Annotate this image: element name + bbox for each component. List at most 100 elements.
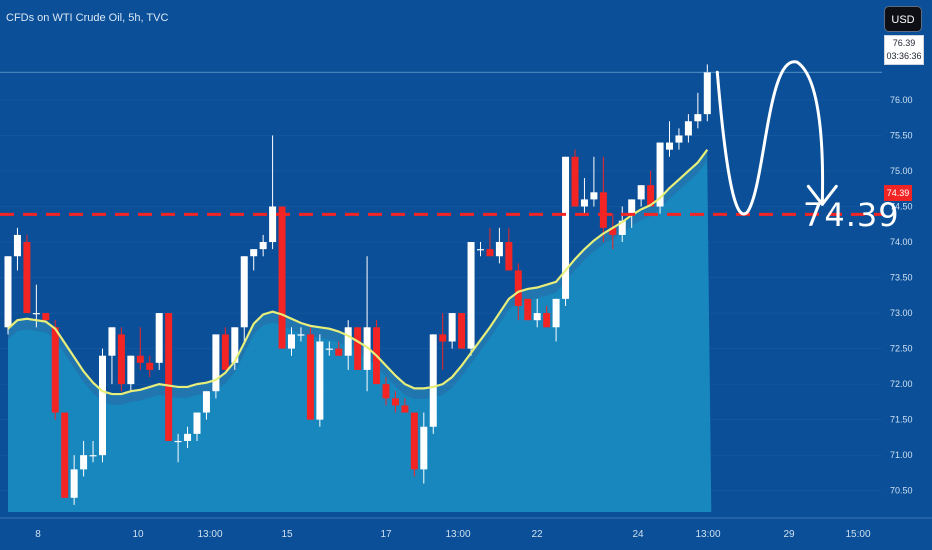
y-tick-label: 70.50 — [890, 486, 913, 496]
candle-body[interactable] — [306, 334, 314, 420]
candle-body[interactable] — [259, 242, 267, 250]
candle-body[interactable] — [543, 313, 551, 328]
candle-body[interactable] — [439, 334, 447, 342]
y-axis-panel — [882, 0, 932, 520]
currency-button[interactable]: USD — [884, 6, 922, 32]
candle-body[interactable] — [533, 313, 541, 321]
candle-body[interactable] — [278, 206, 286, 349]
candle-body[interactable] — [240, 256, 248, 328]
candle-body[interactable] — [580, 199, 588, 207]
candle-body[interactable] — [335, 348, 343, 356]
candle-body[interactable] — [108, 327, 116, 356]
candle-body[interactable] — [80, 455, 88, 470]
candle-body[interactable] — [684, 121, 692, 136]
bar-countdown: 03:36:36 — [886, 51, 922, 61]
x-tick-label: 8 — [35, 529, 41, 540]
y-tick-label: 75.00 — [890, 166, 913, 176]
candle-body[interactable] — [117, 334, 125, 385]
y-tick-label: 73.50 — [890, 273, 913, 283]
y-tick-label: 72.00 — [890, 379, 913, 389]
candle-body[interactable] — [391, 398, 399, 406]
candle-body[interactable] — [666, 142, 673, 150]
candle-body[interactable] — [174, 440, 182, 443]
candle-body[interactable] — [429, 334, 437, 427]
candle-body[interactable] — [51, 327, 59, 413]
candle-body[interactable] — [250, 249, 258, 257]
candle-body[interactable] — [467, 242, 475, 349]
x-tick-label: 22 — [531, 529, 543, 540]
candle-body[interactable] — [410, 412, 418, 470]
candle-body[interactable] — [656, 142, 664, 207]
candle-body[interactable] — [288, 334, 295, 349]
y-tick-label: 73.00 — [890, 308, 913, 318]
candle-body[interactable] — [155, 313, 163, 363]
candle-body[interactable] — [316, 341, 324, 420]
candle-body[interactable] — [599, 192, 607, 228]
candle-body[interactable] — [401, 405, 409, 413]
y-tick-label: 74.00 — [890, 237, 913, 247]
candle-body[interactable] — [42, 313, 50, 321]
candle-body[interactable] — [297, 334, 305, 336]
y-tick-label: 74.50 — [890, 202, 913, 212]
candle-body[interactable] — [524, 298, 532, 321]
candles[interactable] — [4, 64, 711, 505]
candle-body[interactable] — [127, 355, 135, 385]
candle-body[interactable] — [505, 242, 513, 271]
candle-body[interactable] — [477, 249, 484, 251]
candle-body[interactable] — [703, 72, 711, 115]
candle-body[interactable] — [694, 114, 702, 122]
candle-body[interactable] — [32, 313, 40, 315]
candle-body[interactable] — [184, 433, 192, 441]
candle-body[interactable] — [70, 469, 78, 498]
candle-body[interactable] — [325, 348, 333, 350]
candle-body[interactable] — [637, 185, 645, 200]
candle-body[interactable] — [458, 313, 466, 349]
candle-body[interactable] — [231, 327, 239, 363]
candle-body[interactable] — [647, 185, 655, 207]
candle-body[interactable] — [23, 242, 31, 314]
chart-title: CFDs on WTI Crude Oil, 5h, TVC — [6, 12, 169, 24]
candle-body[interactable] — [61, 412, 69, 498]
candle-body[interactable] — [618, 220, 626, 235]
candle-body[interactable] — [609, 227, 617, 235]
candle-body[interactable] — [628, 199, 636, 214]
candle-body[interactable] — [571, 156, 579, 207]
x-axis[interactable]: 8 10 13:00 15 17 13:00 22 24 13:00 29 15:00 — [35, 529, 871, 540]
candle-body[interactable] — [562, 156, 570, 299]
candle-body[interactable] — [675, 135, 683, 143]
y-tick-label: 71.00 — [890, 450, 913, 460]
candle-body[interactable] — [136, 355, 144, 363]
candle-body[interactable] — [495, 242, 503, 257]
candle-body[interactable] — [221, 334, 229, 370]
candle-body[interactable] — [269, 206, 277, 243]
y-axis[interactable]: 70.50 71.00 71.50 72.00 72.50 73.00 73.50 74.00… — [890, 95, 913, 496]
candle-body[interactable] — [13, 234, 21, 257]
candle-body[interactable] — [514, 270, 522, 306]
target-annotation: 74.39 — [803, 196, 900, 234]
x-tick-label: 17 — [380, 529, 392, 540]
x-tick-label: 15 — [281, 529, 293, 540]
candle-body[interactable] — [89, 455, 97, 457]
arrow-head-icon — [806, 184, 838, 206]
candle-body[interactable] — [4, 256, 12, 328]
candle-body[interactable] — [382, 384, 390, 399]
y-tick-label: 75.50 — [890, 130, 913, 140]
candle-body[interactable] — [354, 327, 362, 370]
candle-body[interactable] — [448, 313, 456, 342]
candle-body[interactable] — [193, 412, 201, 434]
candle-body[interactable] — [99, 355, 106, 456]
current-price: 76.39 — [892, 38, 916, 48]
candle-body[interactable] — [202, 391, 210, 413]
candle-body[interactable] — [165, 313, 173, 441]
candle-body[interactable] — [146, 362, 154, 370]
candle-body[interactable] — [420, 426, 428, 470]
candle-body[interactable] — [344, 327, 352, 356]
x-tick-label: 13:00 — [695, 529, 720, 540]
candle-body[interactable] — [590, 192, 598, 200]
candle-body[interactable] — [552, 298, 560, 328]
x-tick-label: 24 — [632, 529, 644, 540]
candle-body[interactable] — [212, 334, 220, 392]
candle-body[interactable] — [486, 249, 494, 257]
